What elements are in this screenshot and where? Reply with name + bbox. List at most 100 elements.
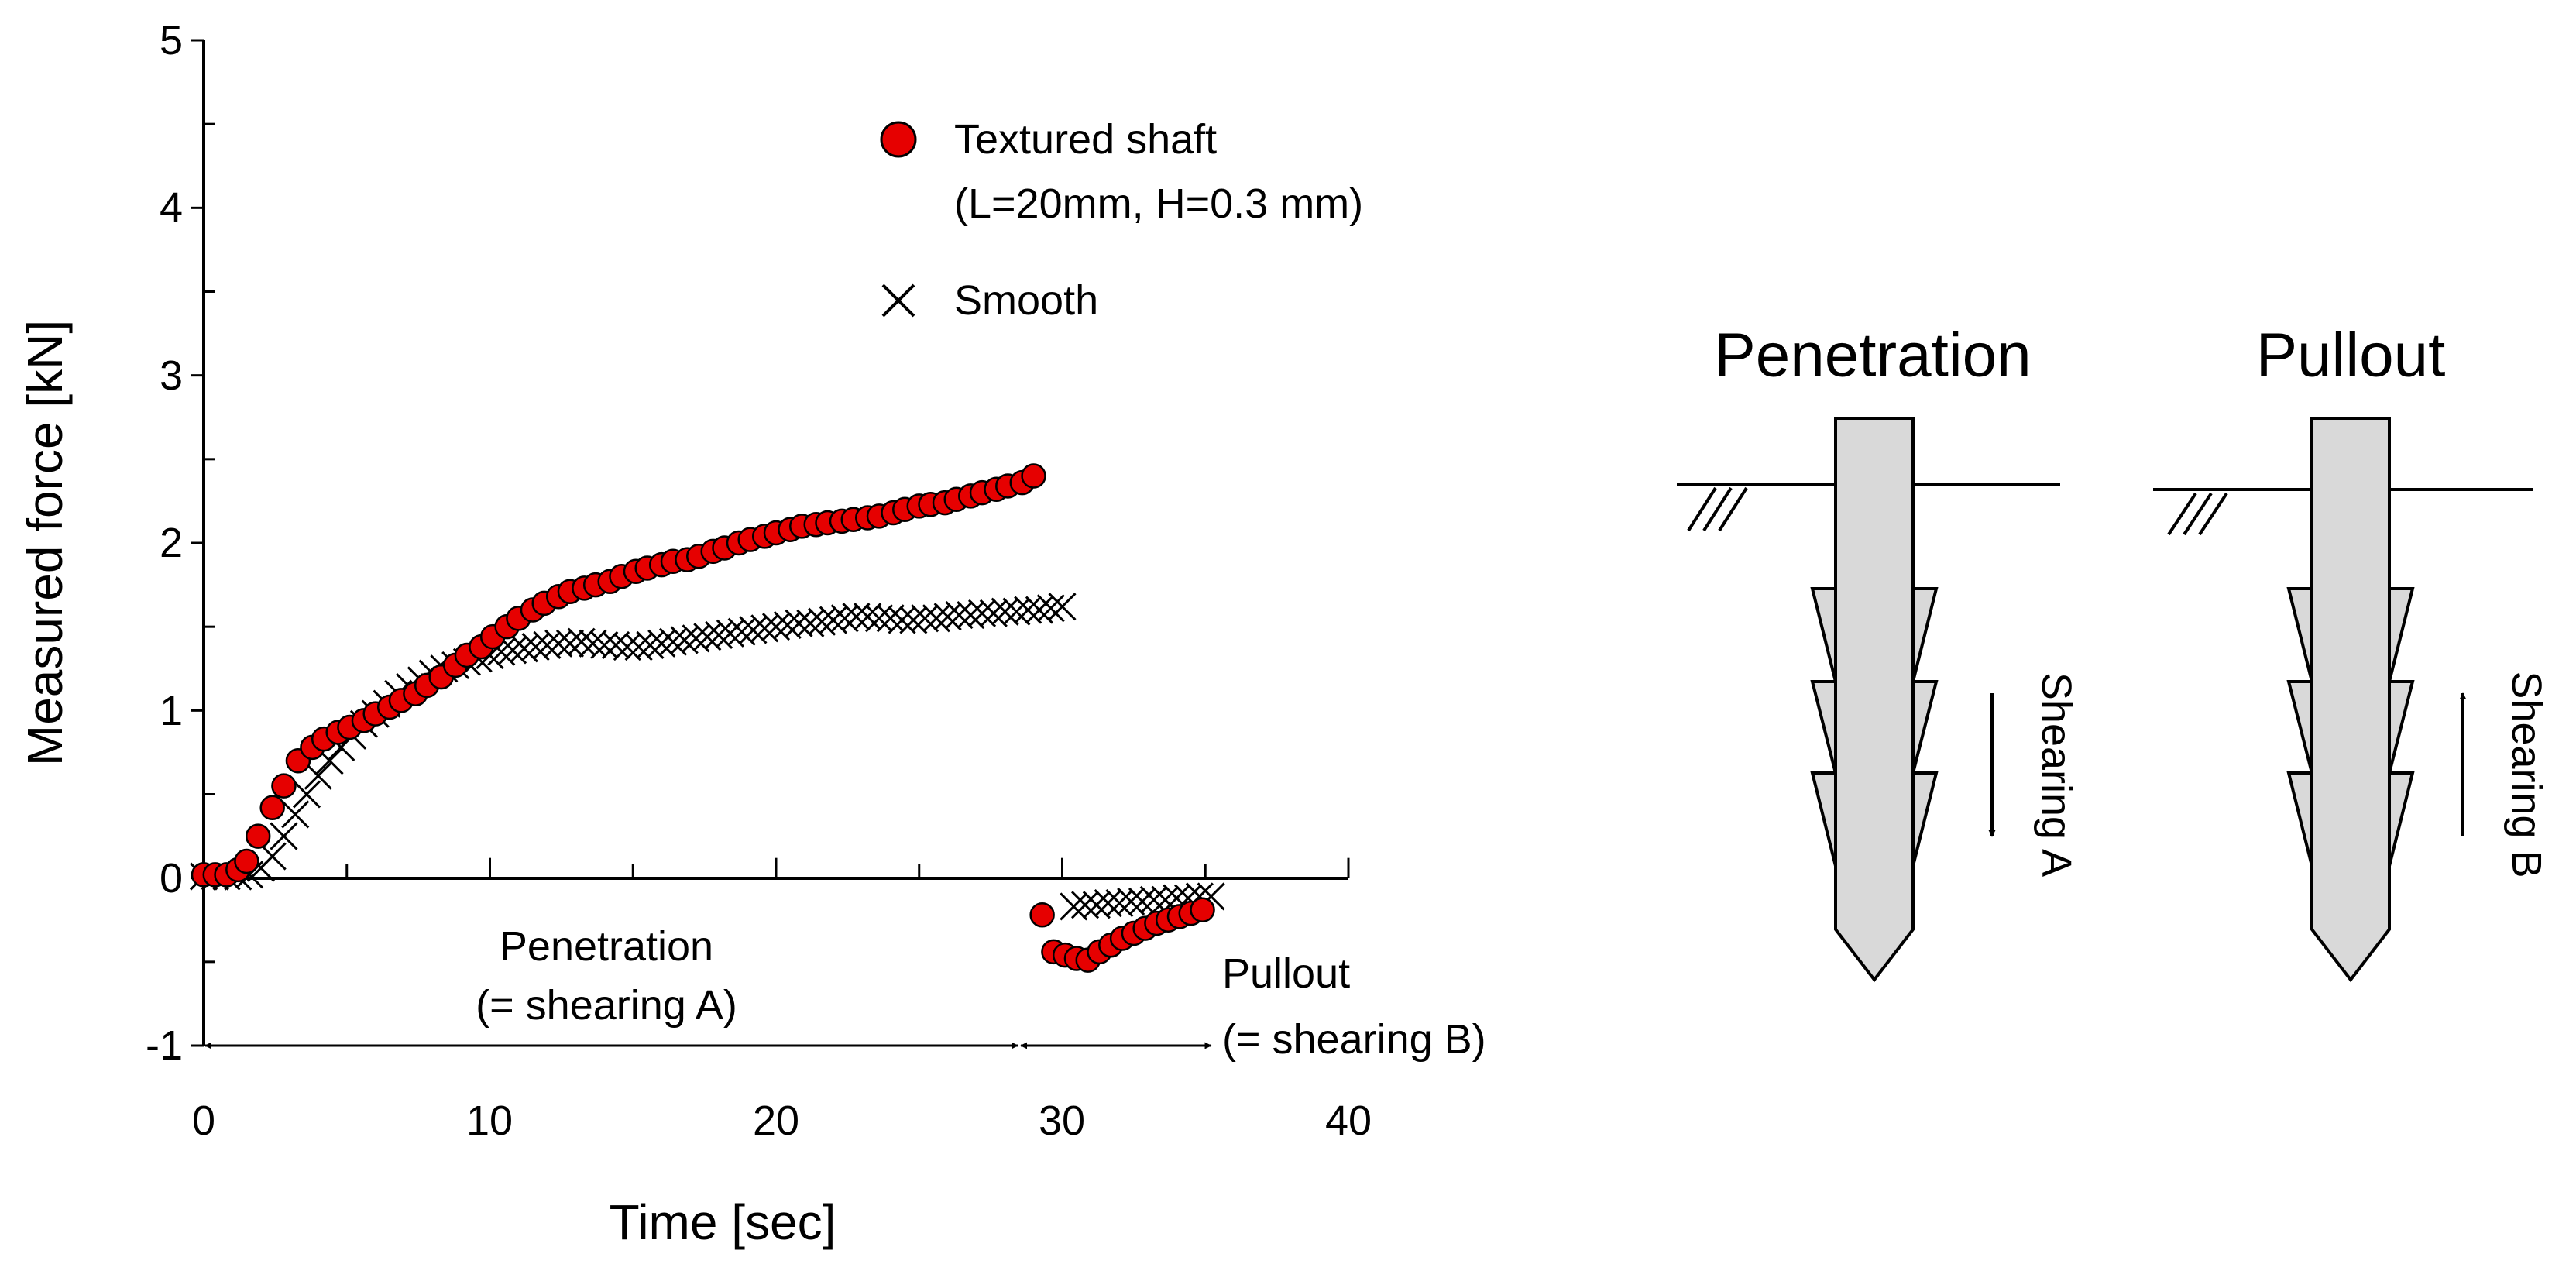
x-ticks [202,857,1350,878]
legend-sublabel-textured: (L=20mm, H=0.3 mm) [954,180,1363,227]
smooth-point [899,606,928,634]
smooth-point [567,627,596,656]
legend-label-textured: Textured shaft [954,116,1217,163]
smooth-point [292,780,321,809]
legend-marker-smooth [881,283,915,318]
smooth-point [830,604,859,633]
smooth-point [1025,596,1054,624]
shaft-texture-right [1911,587,1939,867]
pullout-shaft-group: Shearing B [2153,417,2550,983]
smooth-point [979,599,1008,627]
legend-marker-textured [880,121,917,158]
shaft-texture-left [2286,587,2313,867]
shearing-a-label: Shearing A [2033,672,2080,877]
textured-point [245,823,271,849]
smooth-point [945,600,974,630]
textured-point [271,773,297,799]
smooth-point [967,599,997,627]
smooth-point [602,630,630,660]
smooth-point [854,603,882,631]
smooth-point [1139,885,1168,914]
shaft-body [1834,417,1915,983]
y-tick-label: 0 [160,855,183,902]
smooth-point [933,603,962,631]
smooth-point [808,607,836,636]
force-time-chart: 5 4 3 2 1 0 -1 0 10 20 30 40 Time [sec] … [17,17,1486,1250]
smooth-point [727,617,756,646]
smooth-point [1082,891,1111,919]
smooth-point [1060,892,1088,921]
smooth-point [1105,889,1134,918]
smooth-point [1128,887,1157,916]
y-tick-label: 3 [160,352,183,399]
smooth-point [613,633,641,661]
smooth-point [864,604,894,633]
smooth-point [761,613,791,641]
smooth-point [670,626,699,654]
smooth-point [521,633,550,661]
ground-hatch [2167,492,2228,536]
smooth-point [773,610,802,640]
y-axis-title: Measured force [kN] [17,320,73,766]
textured-point [1190,897,1215,923]
smooth-point [693,623,722,651]
smooth-point [258,842,287,871]
smooth-point [1002,597,1031,626]
smooth-point [270,822,298,850]
shaft-diagram: Penetration Pullout Shearing A Shearing … [1677,321,2550,983]
ground-hatch [1687,486,1748,532]
x-tick-label: 10 [466,1098,513,1144]
y-tick-label: -1 [146,1022,183,1069]
smooth-point [705,620,733,650]
penetration-label: Penetration [500,923,713,970]
x-tick-label: 0 [192,1098,215,1144]
x-tick-label: 40 [1325,1098,1372,1144]
smooth-point [304,761,332,790]
smooth-point [682,624,710,653]
phase-annotations: Penetration (= shearing A) Pullout (= sh… [204,923,1486,1063]
smooth-point [876,604,905,633]
smooth-point [1036,594,1065,623]
smooth-point [647,629,676,658]
smooth-point [1048,593,1077,621]
smooth-point [555,629,585,658]
smooth-point [1070,891,1100,919]
series-textured [191,463,1215,973]
smooth-point [888,606,916,634]
y-tick-label: 4 [160,184,183,231]
legend: Textured shaft (L=20mm, H=0.3 mm) Smooth [880,116,1363,324]
pullout-title: Pullout [2256,321,2446,390]
y-tick-labels: 5 4 3 2 1 0 -1 [146,17,183,1069]
smooth-point [1117,887,1145,916]
penetration-sublabel: (= shearing A) [476,982,737,1029]
smooth-point [624,633,653,661]
x-tick-label: 20 [753,1098,799,1144]
textured-point [1029,902,1055,928]
legend-label-smooth: Smooth [954,277,1098,324]
smooth-point [739,616,768,644]
textured-point [259,795,285,821]
x-tick-label: 30 [1039,1098,1085,1144]
smooth-point [796,609,825,637]
smooth-point [957,600,985,630]
pullout-label: Pullout [1222,950,1350,997]
smooth-point [819,606,847,634]
textured-point [234,848,259,874]
penetration-title: Penetration [1714,321,2031,390]
smooth-point [922,604,950,633]
textured-point [1021,463,1046,489]
smooth-point [544,629,573,658]
smooth-point [750,614,779,643]
smooth-point [533,630,562,660]
smooth-point [716,619,744,648]
smooth-point [991,597,1019,626]
smooth-point [658,627,688,656]
smooth-point [1094,889,1122,918]
shaft-body [2310,417,2391,983]
smooth-point [281,800,310,829]
series-smooth [189,593,1225,921]
shaft-texture-left [1810,587,1837,867]
smooth-point [590,630,619,660]
smooth-point [785,609,813,637]
y-tick-label: 1 [160,688,183,734]
